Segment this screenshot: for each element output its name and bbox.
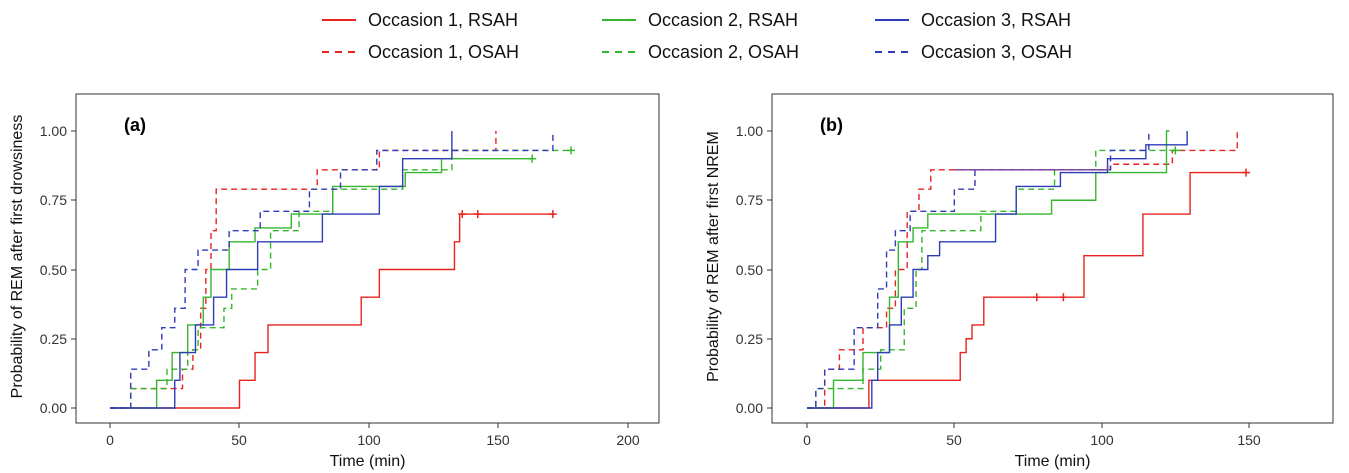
panel-a-x-tick-label: 100 (357, 432, 381, 448)
panel-a-x-tick-label: 0 (106, 432, 114, 448)
panel-a-series-occasion-3-osah (110, 131, 554, 409)
panel-b-x-tick-label: 50 (946, 432, 962, 448)
panel-a-x-axis-title: Time (min) (330, 453, 406, 470)
panel-b-x-tick-label: 150 (1237, 432, 1261, 448)
panel-b-series-occasion-1-rsah (807, 171, 1247, 409)
legend-label-occasion-3-rsah: Occasion 3, RSAH (921, 10, 1071, 30)
panel-a-frame (75, 93, 660, 424)
panel-b-x-axis-title: Time (min) (1015, 453, 1091, 470)
panel-b-y-axis-title: Probability of REM after first NREM (705, 131, 722, 382)
panel-b-series-occasion-2-osah (807, 149, 1182, 409)
panel-b-y-tick-label: 0.75 (736, 192, 763, 208)
panel-a-survival-plot: 0 50 100 150 200 0.00 0.25 0.50 0.75 1.00 Time (mi… (9, 93, 660, 470)
panel-b-y-tick-label: 0.00 (736, 400, 763, 416)
panel-a-series-occasion-1-rsah (110, 213, 553, 409)
legend-label-occasion-2-osah: Occasion 2, OSAH (648, 42, 799, 62)
panel-b-series-overlap (954, 164, 1109, 171)
panel-a-series-occasion-3-rsah (110, 131, 453, 409)
panel-a-label: (a) (124, 115, 146, 135)
panel-b-series-occasion-1-osah (807, 131, 1238, 409)
legend: Occasion 1, RSAH Occasion 1, OSAH Occasion… (322, 10, 1072, 62)
panel-b-x-tick-label: 100 (1090, 432, 1114, 448)
legend-label-occasion-1-rsah: Occasion 1, RSAH (368, 10, 518, 30)
panel-a-x-tick-label: 150 (486, 432, 510, 448)
panel-b-y-tick-label: 1.00 (736, 123, 763, 139)
panel-b-frame (771, 93, 1334, 424)
panel-b-x-tick-label: 0 (803, 432, 811, 448)
panel-a-y-axis-title: Probability of REM after first drowsines… (9, 115, 26, 399)
panel-a-y-tick-label: 0.00 (40, 400, 67, 416)
panel-a-series-occasion-1-osah (110, 131, 497, 409)
panel-b-series-occasion-3-rsah (807, 131, 1188, 409)
legend-label-occasion-3-osah: Occasion 3, OSAH (921, 42, 1072, 62)
panel-b-series-occasion-2-rsah (807, 130, 1170, 409)
panel-a-x-tick-label: 200 (616, 432, 640, 448)
panel-a-y-tick-label: 1.00 (40, 123, 67, 139)
panel-b-label: (b) (820, 115, 843, 135)
panel-b-y-tick-label: 0.50 (736, 262, 763, 278)
legend-label-occasion-2-rsah: Occasion 2, RSAH (648, 10, 798, 30)
panel-b-y-tick-label: 0.25 (736, 331, 763, 347)
panel-a-series-occasion-2-rsah (110, 158, 533, 409)
legend-label-occasion-1-osah: Occasion 1, OSAH (368, 42, 519, 62)
panel-a-y-tick-label: 0.75 (40, 192, 67, 208)
panel-a-x-tick-label: 50 (231, 432, 247, 448)
panel-a-y-tick-label: 0.25 (40, 331, 67, 347)
panel-b-survival-plot: 0 50 100 150 0.00 0.25 0.50 0.75 1.00 Time (min) P… (705, 93, 1334, 470)
panel-a-y-tick-label: 0.50 (40, 262, 67, 278)
panel-a-series-occasion-2-osah (110, 149, 572, 409)
